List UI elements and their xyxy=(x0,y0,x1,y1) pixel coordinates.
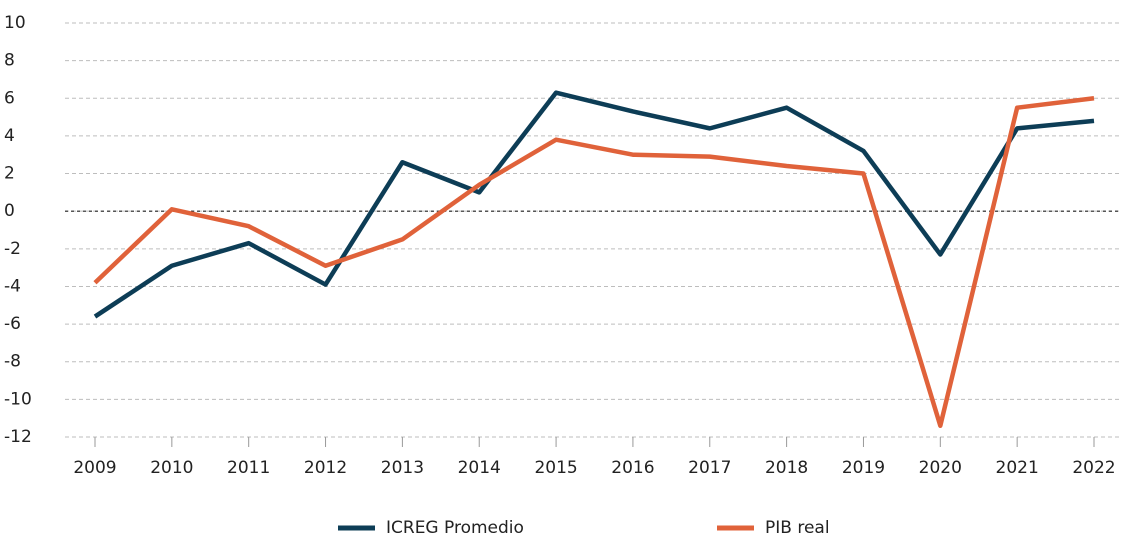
x-tick-label: 2016 xyxy=(611,458,654,478)
x-tick-label: 2014 xyxy=(458,458,501,478)
y-tick-label: -2 xyxy=(4,239,21,259)
x-tick-label: 2012 xyxy=(304,458,347,478)
x-tick-label: 2021 xyxy=(996,458,1039,478)
y-tick-label: -6 xyxy=(4,314,21,334)
y-tick-label: -10 xyxy=(4,389,32,409)
x-tick-label: 2010 xyxy=(150,458,193,478)
series-line xyxy=(93,90,1095,319)
x-tick-label: 2022 xyxy=(1072,458,1115,478)
y-tick-label: -8 xyxy=(4,352,21,372)
y-tick-label: 6 xyxy=(4,88,15,108)
x-tick-label: 2019 xyxy=(842,458,885,478)
y-tick-label: -4 xyxy=(4,276,21,296)
x-tick-label: 2011 xyxy=(227,458,270,478)
series-line xyxy=(93,96,1095,428)
y-tick-label: 2 xyxy=(4,164,15,184)
y-tick-label: 10 xyxy=(4,13,26,33)
x-tick-label: 2017 xyxy=(688,458,731,478)
legend-label: ICREG Promedio xyxy=(386,518,524,538)
y-tick-label: 4 xyxy=(4,126,15,146)
y-tick-label: 8 xyxy=(4,51,15,71)
x-tick-label: 2013 xyxy=(381,458,424,478)
x-tick-label: 2015 xyxy=(534,458,577,478)
y-tick-label: -12 xyxy=(4,427,32,447)
x-tick-label: 2009 xyxy=(73,458,116,478)
y-tick-label: 0 xyxy=(4,201,15,221)
x-tick-label: 2020 xyxy=(919,458,962,478)
legend-label: PIB real xyxy=(765,518,830,538)
x-tick-label: 2018 xyxy=(765,458,808,478)
